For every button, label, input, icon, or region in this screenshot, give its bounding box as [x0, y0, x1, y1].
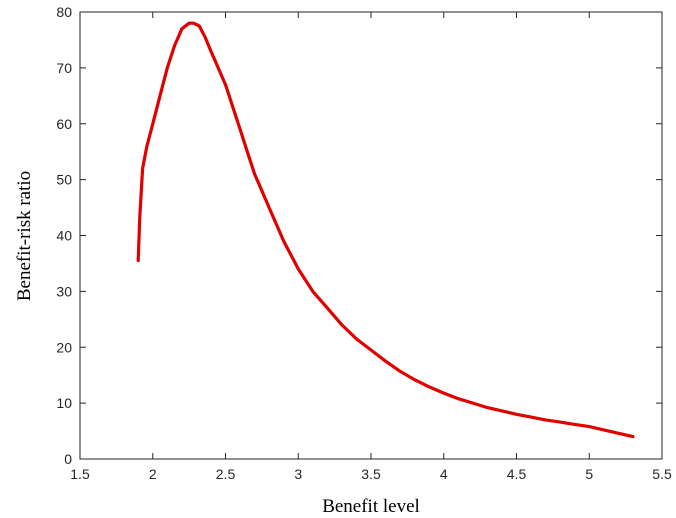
series-line — [136, 21, 635, 439]
x-tick-label: 3.5 — [361, 466, 381, 482]
x-tick-label: 3 — [294, 466, 302, 482]
x-tick-label: 1.5 — [70, 466, 90, 482]
x-tick-label: 4.5 — [507, 466, 527, 482]
y-tick-label: 80 — [56, 4, 72, 20]
x-axis-label: Benefit level — [322, 496, 420, 517]
x-tick-label: 2 — [149, 466, 157, 482]
x-axis-ticks: 1.5 2 2.5 3 3.5 4 4.5 5 5.5 — [70, 12, 672, 482]
x-tick-label: 5.5 — [652, 466, 672, 482]
y-axis-label: Benefit-risk ratio — [14, 171, 35, 301]
y-tick-label: 70 — [56, 60, 72, 76]
x-tick-label: 2.5 — [216, 466, 236, 482]
y-tick-label: 0 — [64, 451, 72, 467]
x-tick-label: 4 — [440, 466, 448, 482]
x-tick-label: 5 — [585, 466, 593, 482]
y-tick-label: 50 — [56, 172, 72, 188]
y-axis-ticks: 0 10 20 30 40 50 60 70 80 — [56, 4, 662, 467]
y-tick-label: 30 — [56, 283, 72, 299]
y-tick-label: 40 — [56, 228, 72, 244]
y-tick-label: 20 — [56, 339, 72, 355]
y-tick-label: 10 — [56, 395, 72, 411]
plot-frame — [79, 11, 663, 460]
y-tick-label: 60 — [56, 116, 72, 132]
